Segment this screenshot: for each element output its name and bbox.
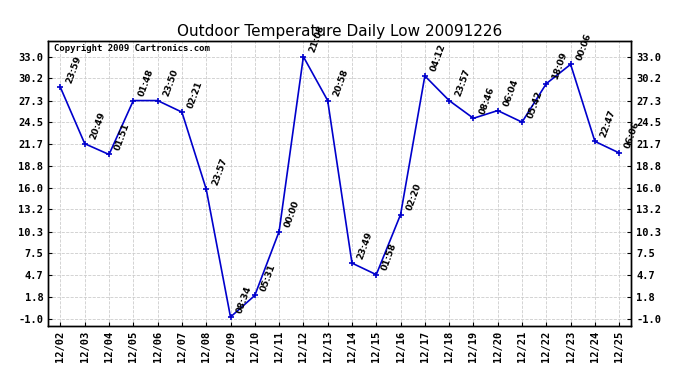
- Text: 21:08: 21:08: [308, 24, 326, 54]
- Text: 22:47: 22:47: [599, 108, 618, 139]
- Text: Copyright 2009 Cartronics.com: Copyright 2009 Cartronics.com: [54, 44, 210, 53]
- Text: 08:34: 08:34: [235, 284, 253, 314]
- Text: 04:12: 04:12: [429, 43, 447, 73]
- Text: 20:58: 20:58: [332, 68, 350, 98]
- Text: 23:50: 23:50: [161, 68, 180, 98]
- Text: 00:00: 00:00: [284, 199, 302, 229]
- Text: 00:06: 00:06: [575, 32, 593, 62]
- Title: Outdoor Temperature Daily Low 20091226: Outdoor Temperature Daily Low 20091226: [177, 24, 502, 39]
- Text: 06:06: 06:06: [623, 120, 642, 150]
- Text: 23:57: 23:57: [453, 68, 471, 98]
- Text: 06:04: 06:04: [502, 78, 520, 108]
- Text: 18:09: 18:09: [551, 51, 569, 81]
- Text: 23:49: 23:49: [356, 230, 375, 260]
- Text: 02:20: 02:20: [405, 182, 423, 212]
- Text: 05:42: 05:42: [526, 89, 544, 119]
- Text: 23:57: 23:57: [210, 156, 228, 186]
- Text: 01:58: 01:58: [380, 242, 399, 272]
- Text: 02:21: 02:21: [186, 80, 204, 110]
- Text: 01:48: 01:48: [137, 68, 156, 98]
- Text: 20:49: 20:49: [89, 111, 107, 141]
- Text: 05:31: 05:31: [259, 263, 277, 292]
- Text: 08:46: 08:46: [477, 86, 496, 116]
- Text: 23:59: 23:59: [65, 55, 83, 85]
- Text: 01:51: 01:51: [113, 122, 131, 152]
